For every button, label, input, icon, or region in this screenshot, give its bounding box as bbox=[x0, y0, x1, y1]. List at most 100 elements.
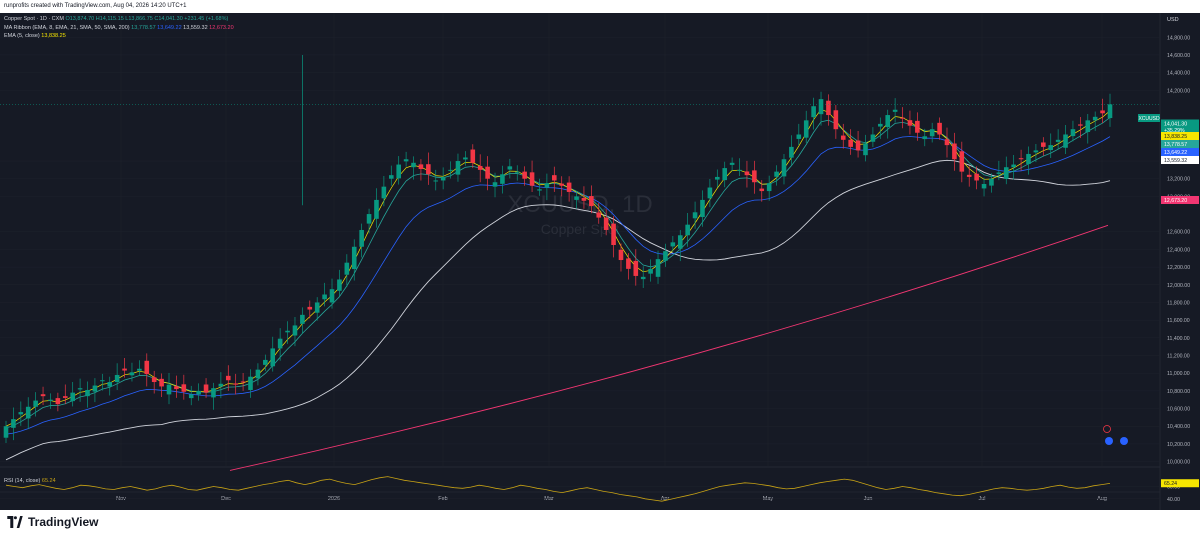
candle-body[interactable] bbox=[870, 134, 876, 142]
candle-body[interactable] bbox=[974, 173, 979, 181]
symbol-tag[interactable]: XCUUSD bbox=[1138, 116, 1160, 122]
candle-body[interactable] bbox=[1107, 104, 1113, 119]
candle-body[interactable] bbox=[174, 386, 179, 390]
candle-body[interactable] bbox=[707, 187, 713, 199]
candle-body[interactable] bbox=[233, 383, 238, 385]
candle-body[interactable] bbox=[1018, 158, 1024, 160]
candle-body[interactable] bbox=[774, 171, 779, 177]
rsi-current-label[interactable]: 65.24 bbox=[1164, 481, 1177, 487]
candle-body[interactable] bbox=[907, 120, 913, 126]
price-label[interactable]: 13,559.32 bbox=[1164, 158, 1187, 164]
candle-body[interactable] bbox=[263, 359, 268, 365]
candle-body[interactable] bbox=[1048, 145, 1054, 151]
candle-body[interactable] bbox=[729, 162, 735, 165]
candle-body[interactable] bbox=[337, 279, 342, 291]
candle-body[interactable] bbox=[818, 99, 824, 115]
candle-body[interactable] bbox=[1055, 139, 1061, 142]
candle-body[interactable] bbox=[307, 306, 313, 310]
candle-body[interactable] bbox=[744, 171, 750, 176]
candle-body[interactable] bbox=[277, 338, 283, 349]
candle-body[interactable] bbox=[314, 302, 320, 313]
candle-body[interactable] bbox=[270, 348, 276, 367]
candle-body[interactable] bbox=[300, 314, 305, 324]
candle-body[interactable] bbox=[848, 139, 853, 147]
candle-body[interactable] bbox=[981, 184, 987, 189]
price-label[interactable]: 12,673.20 bbox=[1164, 198, 1187, 204]
candle-body[interactable] bbox=[218, 383, 224, 387]
candle-body[interactable] bbox=[426, 164, 431, 175]
legend-ema-row[interactable]: EMA (5, close) 13,838.25 bbox=[4, 32, 234, 41]
candle-body[interactable] bbox=[796, 134, 802, 139]
candle-body[interactable] bbox=[477, 165, 483, 170]
candle-body[interactable] bbox=[759, 188, 765, 192]
candle-body[interactable] bbox=[840, 135, 846, 140]
candle-body[interactable] bbox=[715, 176, 720, 180]
candle-body[interactable] bbox=[188, 394, 194, 399]
candle-body[interactable] bbox=[878, 123, 883, 127]
candle-body[interactable] bbox=[411, 162, 416, 168]
candle-body[interactable] bbox=[292, 325, 298, 336]
candle-body[interactable] bbox=[181, 384, 187, 392]
candle-body[interactable] bbox=[433, 180, 439, 182]
price-label[interactable]: 14,041.30 bbox=[1164, 122, 1187, 128]
candle-body[interactable] bbox=[1003, 167, 1009, 179]
candle-body[interactable] bbox=[863, 143, 868, 156]
candle-body[interactable] bbox=[3, 426, 9, 438]
candle-body[interactable] bbox=[381, 186, 387, 199]
candle-body[interactable] bbox=[196, 390, 201, 395]
candle-body[interactable] bbox=[537, 189, 542, 191]
candle-body[interactable] bbox=[1063, 134, 1068, 148]
candle-body[interactable] bbox=[989, 178, 994, 186]
candle-body[interactable] bbox=[626, 258, 631, 269]
candle-body[interactable] bbox=[77, 388, 83, 390]
candle-body[interactable] bbox=[285, 330, 290, 333]
candle-body[interactable] bbox=[929, 129, 935, 137]
candle-body[interactable] bbox=[618, 249, 624, 261]
candle-body[interactable] bbox=[166, 384, 172, 395]
candle-body[interactable] bbox=[544, 183, 550, 188]
candle-body[interactable] bbox=[225, 375, 231, 381]
rsi-legend[interactable]: RSI (14, close) 65.24 bbox=[4, 477, 56, 486]
candle-body[interactable] bbox=[900, 117, 905, 119]
candle-body[interactable] bbox=[937, 122, 942, 135]
candle-body[interactable] bbox=[203, 384, 209, 393]
candle-body[interactable] bbox=[455, 161, 461, 175]
candle-body[interactable] bbox=[33, 400, 38, 407]
candle-body[interactable] bbox=[915, 120, 920, 133]
candle-body[interactable] bbox=[811, 106, 816, 118]
candle-body[interactable] bbox=[685, 224, 690, 236]
candle-body[interactable] bbox=[48, 399, 53, 401]
candle-body[interactable] bbox=[692, 212, 698, 219]
candle-body[interactable] bbox=[996, 172, 1002, 174]
event-flag-icon[interactable] bbox=[1120, 437, 1128, 445]
candle-body[interactable] bbox=[1100, 110, 1105, 114]
candle-body[interactable] bbox=[596, 212, 602, 218]
candle-body[interactable] bbox=[1026, 153, 1031, 165]
candle-body[interactable] bbox=[1078, 124, 1083, 126]
candle-body[interactable] bbox=[492, 182, 498, 187]
candle-body[interactable] bbox=[85, 389, 90, 397]
candle-body[interactable] bbox=[1033, 150, 1039, 153]
candle-body[interactable] bbox=[40, 394, 46, 397]
candle-body[interactable] bbox=[677, 235, 683, 249]
candle-body[interactable] bbox=[388, 175, 394, 179]
candle-body[interactable] bbox=[418, 164, 424, 169]
candle-body[interactable] bbox=[92, 385, 98, 392]
candle-body[interactable] bbox=[737, 169, 742, 171]
candle-body[interactable] bbox=[248, 376, 253, 390]
price-label[interactable]: 13,838.25 bbox=[1164, 134, 1187, 140]
candle-body[interactable] bbox=[559, 183, 565, 186]
candle-body[interactable] bbox=[603, 217, 609, 230]
candle-body[interactable] bbox=[1070, 129, 1076, 137]
candle-body[interactable] bbox=[151, 377, 157, 383]
candle-body[interactable] bbox=[655, 259, 661, 277]
candle-body[interactable] bbox=[55, 398, 61, 405]
candle-body[interactable] bbox=[351, 246, 357, 270]
candle-body[interactable] bbox=[566, 182, 572, 192]
candle-body[interactable] bbox=[70, 392, 75, 402]
candle-body[interactable] bbox=[766, 183, 772, 192]
candle-body[interactable] bbox=[944, 139, 950, 146]
candle-body[interactable] bbox=[789, 146, 794, 158]
candle-body[interactable] bbox=[574, 196, 579, 200]
